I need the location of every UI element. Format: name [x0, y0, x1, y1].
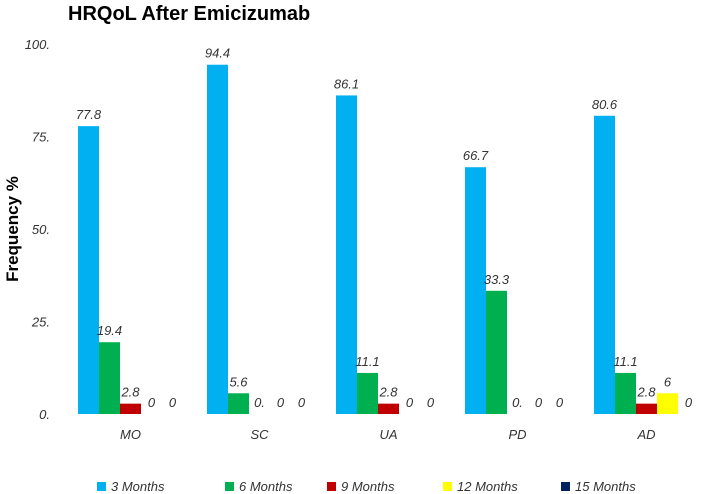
data-labels: 77.819.42.80 094.45.60. 0 086.111.12.80 066.… — [76, 46, 693, 410]
legend-label: 15 Months — [575, 479, 636, 494]
bar — [357, 372, 378, 414]
chart-title: HRQoL After Emicizumab — [68, 3, 310, 25]
legend-item: 6 Months — [225, 479, 293, 494]
y-axis-label: Frequency % — [3, 176, 22, 282]
bar — [594, 115, 615, 414]
y-tick-label: 50. — [32, 222, 50, 237]
legend: 3 Months 6 Months 9 Months 12 Months 15 Mont… — [97, 479, 636, 494]
legend-label: 6 Months — [239, 479, 293, 494]
data-label: 86.1 — [334, 76, 359, 91]
x-tick-label: PD — [508, 427, 526, 442]
data-label: 11.1 — [613, 354, 637, 369]
data-label: 0. — [254, 395, 265, 410]
bar — [120, 403, 141, 414]
data-label: 94.4 — [205, 46, 230, 61]
legend-item: 12 Months — [443, 479, 518, 494]
legend-item: 9 Months — [327, 479, 395, 494]
bar — [99, 342, 120, 414]
bar — [636, 403, 657, 414]
legend-item: 3 Months — [97, 479, 165, 494]
y-axis-ticks: 0. 25. 50. 75. 100. — [25, 37, 50, 422]
data-label: 2.8 — [378, 385, 398, 400]
data-label: 66.7 — [463, 148, 489, 163]
y-tick-label: 25. — [31, 315, 50, 330]
data-label: 80.6 — [592, 97, 618, 112]
legend-swatch — [97, 482, 106, 491]
data-label: 0 — [148, 395, 156, 410]
data-label: 19.4 — [97, 323, 122, 338]
bar — [486, 290, 507, 414]
bar — [657, 393, 678, 414]
legend-item: 15 Months — [561, 479, 636, 494]
data-label: 6 — [664, 374, 672, 389]
data-label: 0 — [535, 395, 543, 410]
data-label: 0 — [277, 395, 285, 410]
legend-swatch — [561, 482, 570, 491]
data-label: 0 — [406, 395, 414, 410]
bar — [228, 393, 249, 414]
bars — [78, 64, 678, 415]
data-label: 2.8 — [120, 385, 140, 400]
data-label: 0 — [298, 395, 306, 410]
bar — [615, 372, 636, 414]
data-label: 0 — [169, 395, 177, 410]
x-tick-label: AD — [636, 427, 655, 442]
bar — [207, 64, 228, 414]
data-label: 0 — [427, 395, 435, 410]
data-label: 33.3 — [484, 272, 510, 287]
data-label: 2.8 — [636, 385, 656, 400]
x-axis-ticks: MO SC UA PD AD — [120, 427, 656, 442]
x-tick-label: UA — [379, 427, 397, 442]
data-label: 77.8 — [76, 107, 102, 122]
legend-label: 3 Months — [111, 479, 165, 494]
data-label: 11.1 — [355, 354, 379, 369]
bar — [465, 167, 486, 414]
bar — [336, 95, 357, 415]
data-label: 0 — [556, 395, 564, 410]
bar — [78, 126, 99, 414]
legend-swatch — [225, 482, 234, 491]
legend-swatch — [443, 482, 452, 491]
bar — [378, 403, 399, 414]
data-label: 0. — [512, 395, 523, 410]
legend-swatch — [327, 482, 336, 491]
y-tick-label: 0. — [39, 407, 50, 422]
x-tick-label: SC — [250, 427, 269, 442]
data-label: 5.6 — [229, 374, 248, 389]
y-tick-label: 75. — [32, 130, 50, 145]
data-label: 0 — [685, 395, 693, 410]
x-tick-label: MO — [120, 427, 141, 442]
y-tick-label: 100. — [25, 37, 50, 52]
legend-label: 9 Months — [341, 479, 395, 494]
legend-label: 12 Months — [457, 479, 518, 494]
